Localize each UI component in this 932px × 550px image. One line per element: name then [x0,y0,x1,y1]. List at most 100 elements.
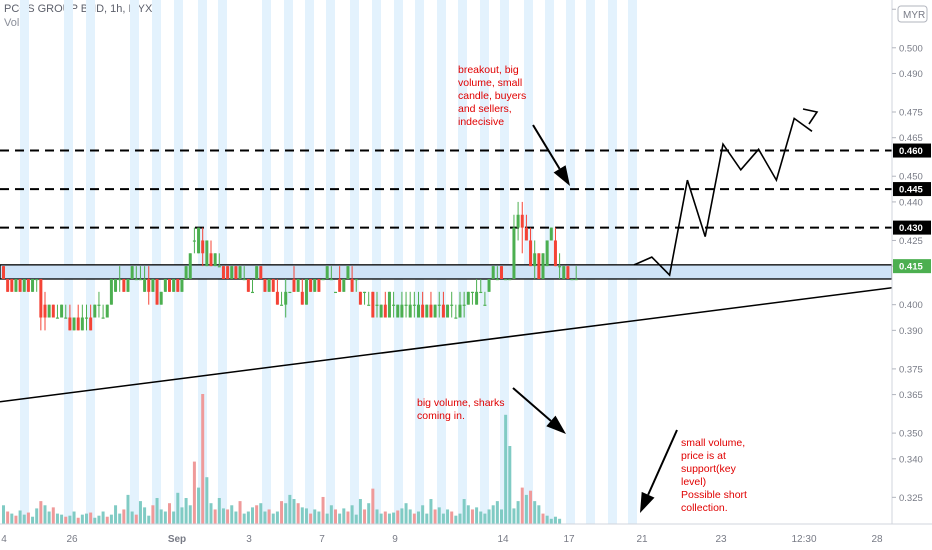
time-tick-label: 9 [392,534,398,545]
candle [118,266,122,292]
time-tick-label: Sep [168,534,186,545]
volume-bar [545,515,549,524]
candle-body [168,278,171,292]
projection-arrowhead [802,108,819,125]
volume-bar [553,516,557,524]
candle-body [309,278,313,292]
candle [255,266,259,279]
candle-body [446,304,450,318]
volume-arrow-shaft [512,387,552,422]
price-level-tag: 0.460 [893,143,931,158]
candle-body [31,278,35,292]
candle-body [217,266,221,268]
candle-body [89,317,93,331]
session-band [86,0,95,524]
candle [138,266,142,281]
annotation-line: coming in. [417,410,465,422]
candle [533,240,537,279]
candle-body [238,266,242,279]
volume-bar [441,513,445,524]
candle [304,278,308,305]
candle [76,304,80,331]
price-axis: 0.5150.5000.4900.4750.4650.4500.4400.425… [891,0,932,550]
support-arrow-shaft [647,429,678,496]
candle [446,304,450,318]
candle-body [367,304,371,306]
candle-body [300,291,304,305]
symbol-title: PCCS GROUP BHD, 1h, MYX [4,3,153,15]
candle-body [22,278,26,292]
volume-bar [242,513,246,524]
candle-body [425,304,429,318]
candle-body [109,278,113,305]
candle-body [433,304,437,318]
candle [168,278,171,292]
candle [375,291,379,318]
session-band [326,0,335,524]
volume-bar [147,515,151,524]
candle [553,227,557,267]
volume-bar [134,514,138,524]
currency-button[interactable]: MYR [897,5,928,23]
volume-bar [64,516,68,524]
candle [230,266,234,279]
price-level-tag: 0.430 [893,220,931,235]
volume-bar [379,513,383,524]
candle [122,278,126,292]
price-tick-label: 0.490 [899,69,923,80]
volume-bar [417,511,420,524]
candle-body [263,278,267,292]
volume-bar [296,503,300,524]
candle-body [105,304,109,318]
volume-bar [226,509,230,524]
volume-bar [284,503,288,524]
volume-bar [217,498,221,524]
candle [450,291,454,318]
volume-bar [450,511,454,524]
candle [520,201,524,254]
price-tick-label: 0.450 [899,172,923,183]
session-band [608,0,617,524]
candle [242,266,246,281]
candle [64,304,68,319]
volume-bar [334,509,337,524]
candle [26,278,30,292]
candle [93,304,97,318]
time-tick-label: 26 [66,534,78,545]
volume-bar [454,515,458,524]
price-level-tag-label: 0.460 [899,146,923,157]
volume-bar [184,498,188,524]
candle [109,278,113,305]
candle-body [230,266,234,279]
volume-bar [396,510,400,524]
price-level-tag-bg [893,182,931,197]
currency-button-frame [897,5,928,23]
volume-bar [14,515,18,524]
price-level-tag-bg [893,143,931,158]
volume-bar [122,509,126,524]
volume-label: Vol [4,17,20,29]
candle-body [520,214,524,228]
candle [10,278,14,292]
candle-body [147,278,151,292]
candle-body [47,304,51,318]
session-band [284,0,293,524]
annotation-line: Possible short [681,489,747,501]
candle-body [462,304,466,306]
volume-bar [35,508,39,524]
volume-bar [367,503,371,524]
candle [35,278,39,292]
volume-bar [118,513,122,524]
candle [226,266,230,279]
candle [147,266,151,305]
candle [192,227,196,254]
candle-body [508,278,512,281]
candle [43,291,47,331]
volume-bar [533,501,537,524]
candle-body [242,278,246,281]
candle [155,278,159,305]
candle-body [101,317,105,319]
candle [14,278,18,292]
volume-bar [6,511,10,524]
